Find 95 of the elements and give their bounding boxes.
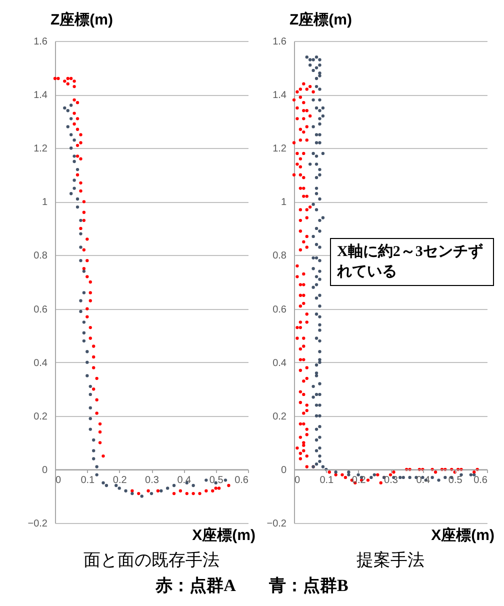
text: 提案手法 xyxy=(356,550,424,570)
point xyxy=(86,374,89,378)
point xyxy=(86,350,89,354)
point xyxy=(82,291,86,294)
point xyxy=(79,310,82,314)
point xyxy=(92,438,96,442)
x-tick-label: 0 xyxy=(56,474,62,486)
x-tick-label: 0.5 xyxy=(209,474,224,486)
point xyxy=(79,299,82,302)
point xyxy=(70,117,73,120)
point xyxy=(172,484,176,488)
point xyxy=(224,478,228,482)
point xyxy=(95,473,98,476)
point xyxy=(95,465,98,468)
point xyxy=(86,360,89,364)
point xyxy=(130,492,134,496)
y-tick-label: 1.2 xyxy=(272,144,287,155)
x-tick-label: 0.2 xyxy=(112,474,128,486)
point xyxy=(76,205,80,209)
point xyxy=(82,339,86,342)
point xyxy=(118,486,121,490)
x-axis-title: X座標(m) xyxy=(192,526,256,544)
point xyxy=(70,192,73,196)
point xyxy=(79,259,82,262)
y-tick-label: 1.4 xyxy=(34,90,48,102)
y-tick-label: 1.6 xyxy=(272,36,287,48)
x-tick-label: 0.5 xyxy=(448,474,463,486)
point xyxy=(79,232,82,236)
point xyxy=(150,492,154,496)
point xyxy=(82,331,86,334)
point xyxy=(72,160,76,164)
point xyxy=(72,154,76,158)
point xyxy=(72,186,76,190)
point xyxy=(166,486,170,490)
point xyxy=(79,246,82,249)
y-tick-label: 0.2 xyxy=(34,411,48,422)
point xyxy=(70,104,73,107)
y-tick-label: 0.8 xyxy=(34,250,48,262)
y-tick-label: −0.2 xyxy=(266,518,287,530)
text: 赤：点群A 青：点群B xyxy=(154,576,350,596)
y-tick-label: 0 xyxy=(42,464,48,476)
y-tick-label: −0.2 xyxy=(28,518,48,530)
x-tick-label: 0.4 xyxy=(177,474,192,486)
point xyxy=(70,146,73,150)
point xyxy=(76,168,80,172)
y-tick-label: 1 xyxy=(42,197,48,208)
annotation: X軸に約2～3センチずれている xyxy=(330,238,494,286)
y-tick-label: 0.6 xyxy=(272,304,287,316)
x-tick-label: 0.3 xyxy=(384,474,398,486)
point xyxy=(63,106,66,110)
point xyxy=(66,125,70,128)
text: 面と面の既存手法 xyxy=(84,550,220,570)
point xyxy=(70,133,73,136)
point xyxy=(82,320,86,324)
y-tick-label: 1.6 xyxy=(34,36,48,48)
point xyxy=(102,481,105,484)
point xyxy=(82,270,86,273)
point xyxy=(140,494,144,498)
y-tick-label: 0.4 xyxy=(34,358,48,369)
point xyxy=(124,489,128,492)
x-tick-label: 0.4 xyxy=(416,474,431,486)
y-tick-label: 0.8 xyxy=(272,250,287,262)
point xyxy=(204,478,208,482)
y-axis-title: Z座標(m) xyxy=(50,10,113,28)
x-tick-label: 0.1 xyxy=(80,474,96,486)
y-tick-label: 0.4 xyxy=(272,358,287,369)
point xyxy=(92,457,96,460)
y-tick-label: 1.4 xyxy=(272,90,287,102)
point xyxy=(88,428,92,431)
point xyxy=(88,384,92,388)
y-tick-label: 0.6 xyxy=(34,304,48,316)
point xyxy=(192,484,195,488)
point xyxy=(104,484,108,488)
point xyxy=(79,218,82,222)
y-axis-title: Z座標(m) xyxy=(290,10,352,28)
point xyxy=(88,392,92,396)
point xyxy=(160,489,163,492)
point xyxy=(76,197,80,201)
point xyxy=(92,449,96,452)
y-tick-label: 0 xyxy=(280,464,287,476)
point xyxy=(72,178,76,182)
y-tick-label: 1.2 xyxy=(34,144,48,155)
x-tick-label: 0.6 xyxy=(474,474,488,486)
point xyxy=(66,109,70,112)
x-tick-label: 0.6 xyxy=(234,474,249,486)
x-tick-label: 0.3 xyxy=(145,474,160,486)
point xyxy=(114,484,118,488)
x-tick-label: 0 xyxy=(294,474,300,486)
point xyxy=(88,416,92,420)
y-tick-label: 0.2 xyxy=(272,411,287,422)
point xyxy=(88,406,92,410)
x-axis-title: X座標(m) xyxy=(431,526,494,544)
point xyxy=(72,138,76,142)
y-tick-label: 1 xyxy=(280,197,287,208)
x-tick-label: 0.1 xyxy=(320,474,334,486)
